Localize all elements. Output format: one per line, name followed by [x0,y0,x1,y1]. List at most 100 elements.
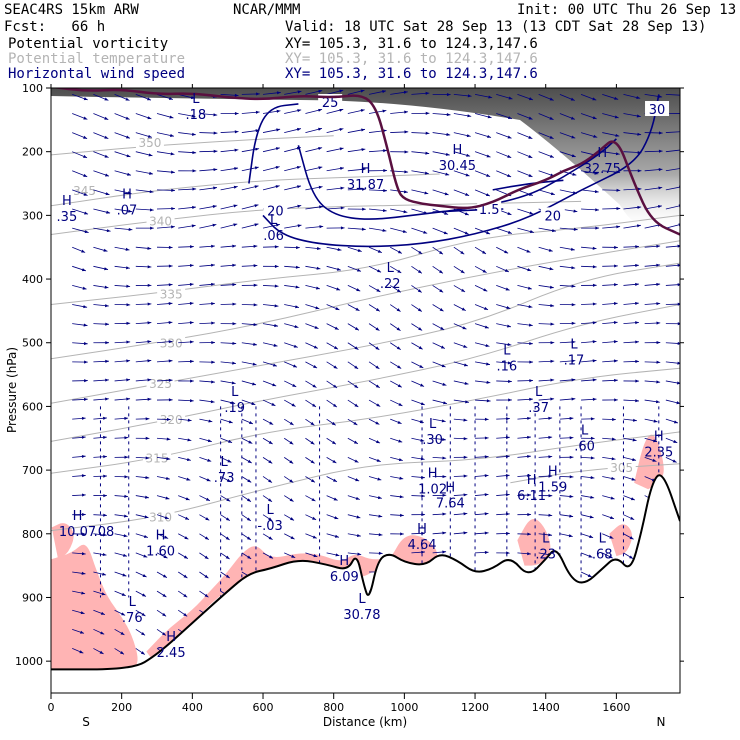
wind-vector [284,285,300,289]
wind-vector [496,493,510,497]
wind-vector-head [463,344,468,348]
wind-vector [411,494,426,498]
wind-vector [538,359,555,363]
wind-vector-head [551,229,556,233]
wind-vector [93,474,107,478]
wind-vector [411,550,425,554]
wind-vector [602,132,620,137]
wind-vector-head [310,421,315,426]
wind-vector-head [81,571,86,575]
wind-vector-head [83,173,88,177]
wind-vector-head [290,517,295,521]
extremum-letter-9: L [570,337,578,352]
wind-vector-head [293,344,298,348]
wind-vector [453,113,472,118]
wind-vector [538,513,553,517]
wind-vector-head [355,496,360,500]
wind-vector-head [294,325,299,329]
wind-vector [580,170,599,175]
wind-vector [411,323,423,331]
wind-vector [72,151,88,159]
wind-vector [581,456,595,460]
wind-vector-head [128,227,133,231]
wind-vector-head [296,245,300,250]
wind-vector-head [614,398,618,402]
field-pv-xy: XY= 105.3, 31.6 to 124.3,147.6 [285,36,538,52]
wind-vector [135,378,152,382]
theta-label-bg-340 [146,212,175,228]
wind-vector [114,416,129,420]
wind-vector-head [656,380,661,384]
extremum-value-12: .30 [422,433,443,448]
extremum-letter-14: L [221,455,229,470]
pv-shade-area-1 [146,535,438,662]
wind-vector-head [611,476,616,480]
wind-vector [305,437,315,445]
wind-vector-head [529,360,534,364]
wind-vector [559,533,573,538]
wind-vector-head [528,154,533,158]
wind-vector-head [527,268,532,272]
extremum-value-2: 31.87 [347,178,384,193]
wind-vector-head [673,439,678,443]
wind-vector [602,359,618,363]
wind-vector [199,360,216,364]
wind-vector [262,185,280,191]
wind-vector-head [81,249,86,253]
wind-vector-head [592,378,597,382]
wind-vector [72,648,84,654]
wind-vector [453,170,470,177]
wind-vector [178,514,190,521]
wind-vector-head [247,459,252,463]
wind-vector-head [614,283,618,287]
wind-vector [72,435,86,439]
wind-vector [262,91,281,95]
wind-vector [241,476,252,483]
wind-vector-head [402,229,407,233]
wind-vector-head [377,496,382,500]
wind-vector [347,418,358,426]
wind-vector [284,533,295,540]
wind-vector-head [184,536,189,540]
wind-vector [241,495,252,502]
wind-vector [114,571,127,577]
y-tick-label-900: 900 [22,591,43,604]
wind-vector [517,265,532,272]
wind-vector [263,264,279,268]
wind-vector [368,456,381,462]
wind-vector-head [527,474,531,478]
y-tick-label-700: 700 [22,464,43,477]
wind-vector-head [463,437,468,441]
wind-vector-head [550,322,555,326]
wind-vector-head [187,438,192,442]
wind-vector-head [616,188,621,192]
wind-vector-head [81,552,86,556]
wind-vector-head [425,111,430,115]
wind-vector-head [463,493,468,497]
wind-vector [559,132,576,139]
wind-vector-head [417,289,422,293]
wind-vector [199,533,210,541]
wind-vector [517,170,533,178]
wind-vector-head [126,266,130,270]
wind-vector-head [147,302,152,306]
wind-vector [390,246,403,254]
wind-vector [135,246,152,250]
wind-vector-head [484,325,489,329]
wind-vector [135,514,149,519]
wind-vector-head [123,553,127,557]
wind-vector-head [486,231,491,235]
extremum-value-6: .06 [263,229,284,244]
wind-vector [114,151,131,158]
wind-vector-head [589,534,594,538]
wind-vector-head [573,227,578,231]
wind-vector [220,380,236,385]
wind-vector [581,436,595,440]
wind-vector [72,132,88,140]
wind-vector [220,223,238,229]
wind-vector [241,129,260,133]
wind-vector [517,397,533,401]
wind-vector-head [656,321,661,325]
wind-vector-head [508,96,513,100]
wind-vector [411,342,423,350]
